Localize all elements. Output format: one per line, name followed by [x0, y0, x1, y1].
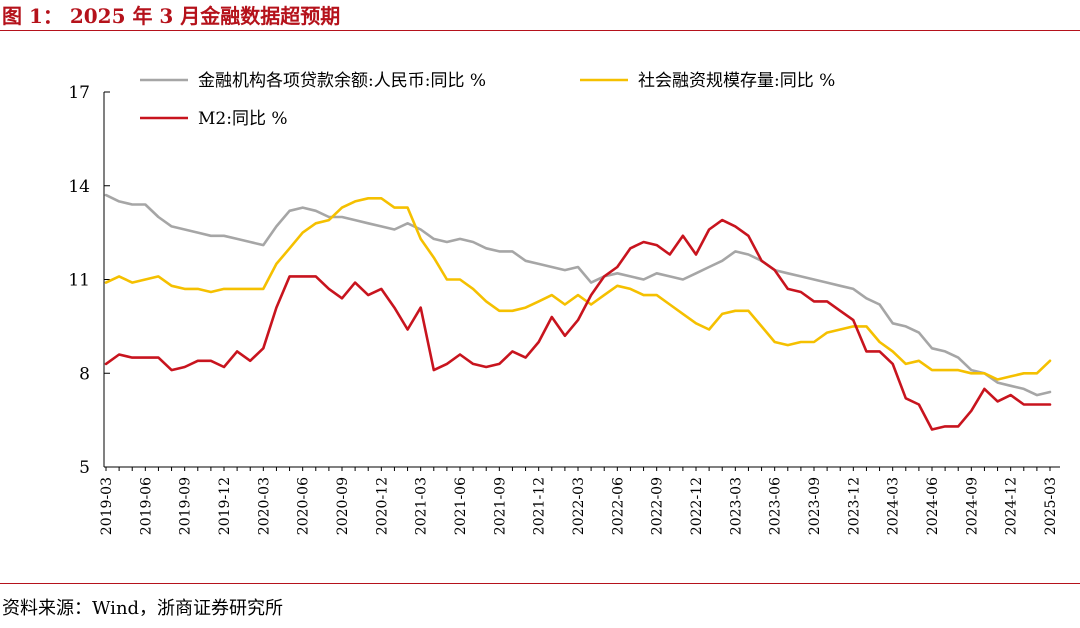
- x-tick-label: 2025-03: [1043, 477, 1059, 535]
- x-tick-label: 2023-03: [728, 477, 744, 535]
- x-tick-label: 2023-06: [768, 477, 784, 535]
- y-tick-label: 5: [79, 458, 90, 478]
- x-tick-label: 2020-06: [296, 477, 312, 535]
- x-tick-label: 2022-12: [689, 477, 705, 535]
- x-tick-label: 2020-12: [374, 477, 390, 535]
- x-tick-label: 2024-03: [886, 477, 902, 535]
- x-tick-label: 2020-03: [256, 477, 272, 535]
- series-line-3: [104, 218, 1052, 431]
- x-tick-label: 2021-12: [532, 477, 548, 535]
- series-line-1: [104, 193, 1052, 397]
- chart-legend: 金融机构各项贷款余额:人民币:同比 % 社会融资规模存量:同比 % M2:同比 %: [140, 71, 835, 129]
- series-line-2: [104, 197, 1052, 381]
- x-tick-label: 2024-09: [964, 477, 980, 535]
- x-tick-label: 2021-09: [492, 477, 508, 535]
- x-tick-label: 2019-03: [99, 477, 115, 535]
- x-tick-label: 2019-06: [138, 477, 154, 535]
- x-tick-label: 2019-12: [217, 477, 233, 535]
- x-tick-label: 2023-09: [807, 477, 823, 535]
- figure-title: 图 1： 2025 年 3 月金融数据超预期: [2, 4, 341, 28]
- y-tick-label: 17: [68, 83, 90, 103]
- x-tick-label: 2023-12: [846, 477, 862, 535]
- y-tick-label: 14: [68, 177, 90, 197]
- x-tick-label: 2022-09: [650, 477, 666, 535]
- chart-axes: 5 8 11 14 17 2019-03 2019-06 2019-09 2019-12 2020…: [68, 83, 1060, 535]
- x-tick-label: 2022-06: [610, 477, 626, 535]
- chart-series: [104, 193, 1052, 431]
- x-tick-label: 2021-03: [414, 477, 430, 535]
- x-tick-label: 2022-03: [571, 477, 587, 535]
- x-tick-label: 2019-09: [178, 477, 194, 535]
- legend-label-1: 金融机构各项贷款余额:人民币:同比 %: [198, 71, 486, 91]
- y-tick-label: 8: [79, 364, 90, 384]
- x-tick-label: 2024-06: [925, 477, 941, 535]
- top-divider: [0, 30, 1080, 31]
- x-tick-label: 2024-12: [1004, 477, 1020, 535]
- legend-label-3: M2:同比 %: [198, 109, 288, 129]
- y-tick-label: 11: [68, 271, 90, 291]
- x-tick-label: 2020-09: [335, 477, 351, 535]
- source-note: 资料来源：Wind，浙商证券研究所: [2, 598, 284, 619]
- legend-label-2: 社会融资规模存量:同比 %: [638, 71, 835, 91]
- bottom-divider: [0, 583, 1080, 584]
- x-tick-label: 2021-06: [453, 477, 469, 535]
